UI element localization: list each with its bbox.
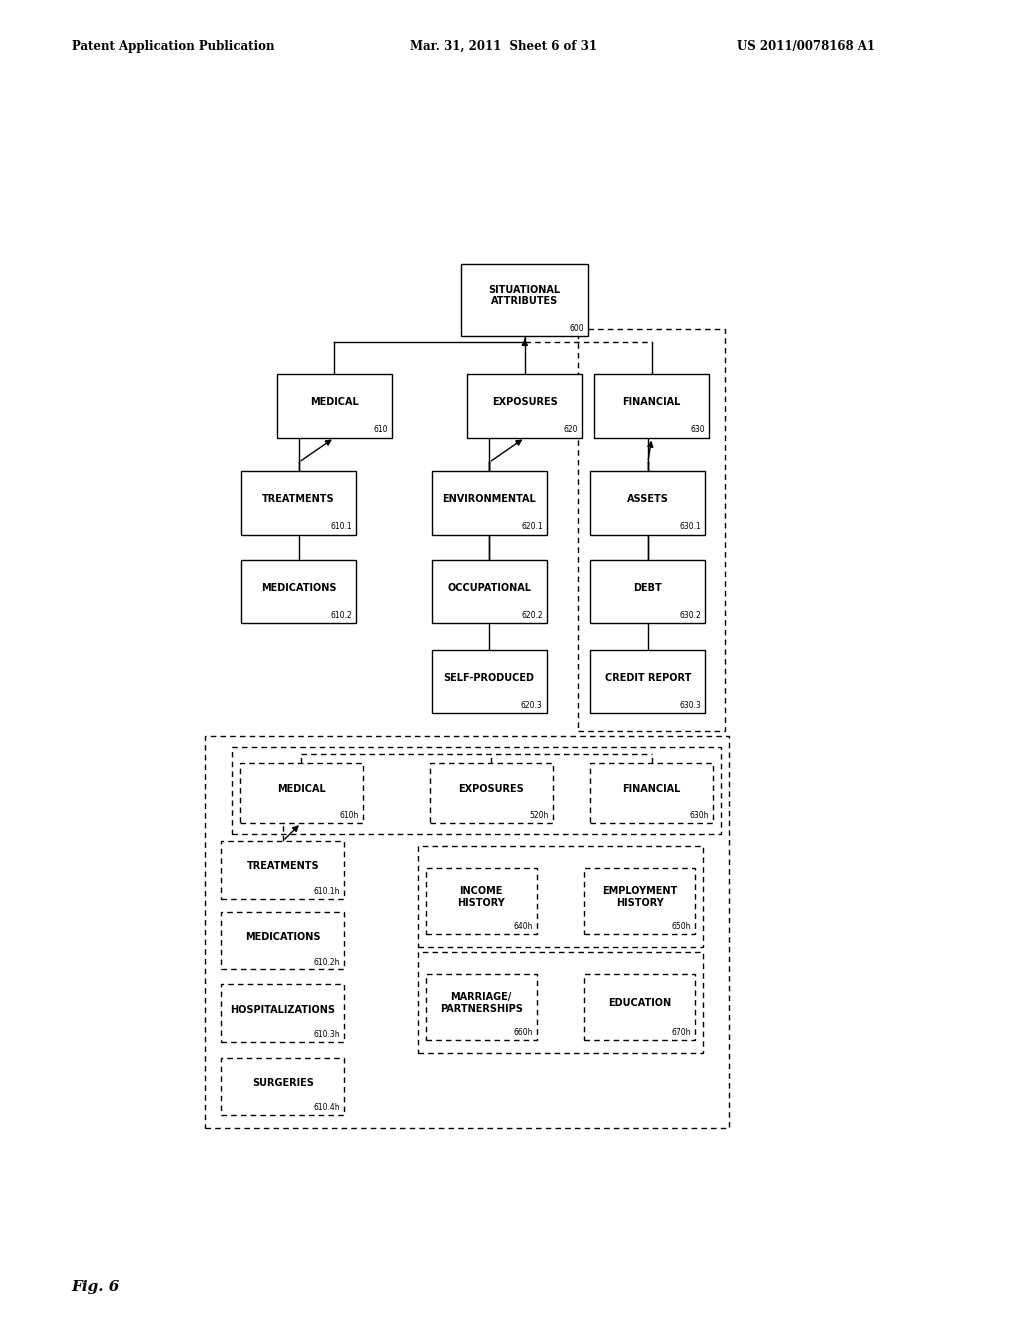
Text: 620: 620 [564, 425, 579, 434]
Text: US 2011/0078168 A1: US 2011/0078168 A1 [737, 40, 876, 53]
Text: 610.2: 610.2 [331, 611, 352, 620]
Bar [590, 560, 706, 623]
Text: 610.1: 610.1 [331, 523, 352, 532]
Text: 620.1: 620.1 [521, 523, 543, 532]
Text: INCOME
HISTORY: INCOME HISTORY [458, 886, 505, 908]
Text: SELF-PRODUCED: SELF-PRODUCED [443, 673, 535, 682]
Bar [585, 974, 695, 1040]
Text: 610.1h: 610.1h [313, 887, 340, 896]
Text: 620.3: 620.3 [521, 701, 543, 710]
Text: MARRIAGE/
PARTNERSHIPS: MARRIAGE/ PARTNERSHIPS [439, 993, 522, 1014]
Bar [594, 374, 710, 438]
Text: FINANCIAL: FINANCIAL [623, 784, 681, 795]
Bar [418, 952, 703, 1053]
Bar [206, 737, 729, 1129]
Bar [426, 867, 537, 935]
Bar [221, 985, 344, 1041]
Text: 640h: 640h [513, 923, 532, 932]
Bar [276, 374, 392, 438]
Bar [221, 1057, 344, 1115]
Text: FINANCIAL: FINANCIAL [623, 397, 681, 407]
Bar [590, 649, 706, 713]
Text: 610.2h: 610.2h [313, 957, 340, 966]
Text: 610: 610 [374, 425, 388, 434]
Bar [431, 560, 547, 623]
Text: 610.3h: 610.3h [313, 1030, 340, 1039]
Text: MEDICATIONS: MEDICATIONS [245, 932, 321, 942]
Bar [579, 329, 725, 731]
Text: 670h: 670h [672, 1028, 691, 1038]
Bar [221, 841, 344, 899]
Bar [467, 374, 583, 438]
Text: DEBT: DEBT [634, 582, 663, 593]
Bar [426, 974, 537, 1040]
Text: 630h: 630h [690, 812, 710, 821]
Text: EXPOSURES: EXPOSURES [459, 784, 524, 795]
Bar [240, 763, 362, 824]
Text: EXPOSURES: EXPOSURES [492, 397, 558, 407]
Bar [461, 264, 588, 337]
Bar [431, 649, 547, 713]
Text: 660h: 660h [513, 1028, 532, 1038]
Bar [430, 763, 553, 824]
Text: 620.2: 620.2 [521, 611, 543, 620]
Text: 630.3: 630.3 [680, 701, 701, 710]
Bar [241, 471, 356, 535]
Text: 600: 600 [569, 323, 585, 333]
Text: SITUATIONAL
ATTRIBUTES: SITUATIONAL ATTRIBUTES [488, 285, 561, 306]
Text: 630.1: 630.1 [680, 523, 701, 532]
Text: TREATMENTS: TREATMENTS [262, 494, 335, 504]
Bar [221, 912, 344, 969]
Text: TREATMENTS: TREATMENTS [247, 862, 319, 871]
Text: 610.4h: 610.4h [313, 1104, 340, 1113]
Text: 650h: 650h [672, 923, 691, 932]
Text: Fig. 6: Fig. 6 [72, 1280, 120, 1294]
Text: ASSETS: ASSETS [627, 494, 669, 504]
Text: 630.2: 630.2 [680, 611, 701, 620]
Text: EMPLOYMENT
HISTORY: EMPLOYMENT HISTORY [602, 886, 678, 908]
Bar [231, 747, 721, 834]
Bar [418, 846, 703, 948]
Text: Mar. 31, 2011  Sheet 6 of 31: Mar. 31, 2011 Sheet 6 of 31 [410, 40, 597, 53]
Text: OCCUPATIONAL: OCCUPATIONAL [447, 582, 531, 593]
Text: ENVIRONMENTAL: ENVIRONMENTAL [442, 494, 536, 504]
Bar [590, 763, 714, 824]
Text: MEDICAL: MEDICAL [276, 784, 326, 795]
Text: CREDIT REPORT: CREDIT REPORT [604, 673, 691, 682]
Text: 610h: 610h [339, 812, 358, 821]
Text: MEDICATIONS: MEDICATIONS [261, 582, 336, 593]
Bar [431, 471, 547, 535]
Text: HOSPITALIZATIONS: HOSPITALIZATIONS [230, 1005, 335, 1015]
Text: Patent Application Publication: Patent Application Publication [72, 40, 274, 53]
Text: SURGERIES: SURGERIES [252, 1078, 313, 1088]
Text: 630: 630 [691, 425, 706, 434]
Text: EDUCATION: EDUCATION [608, 998, 672, 1008]
Bar [585, 867, 695, 935]
Text: 520h: 520h [529, 812, 549, 821]
Text: MEDICAL: MEDICAL [310, 397, 358, 407]
Bar [241, 560, 356, 623]
Bar [590, 471, 706, 535]
